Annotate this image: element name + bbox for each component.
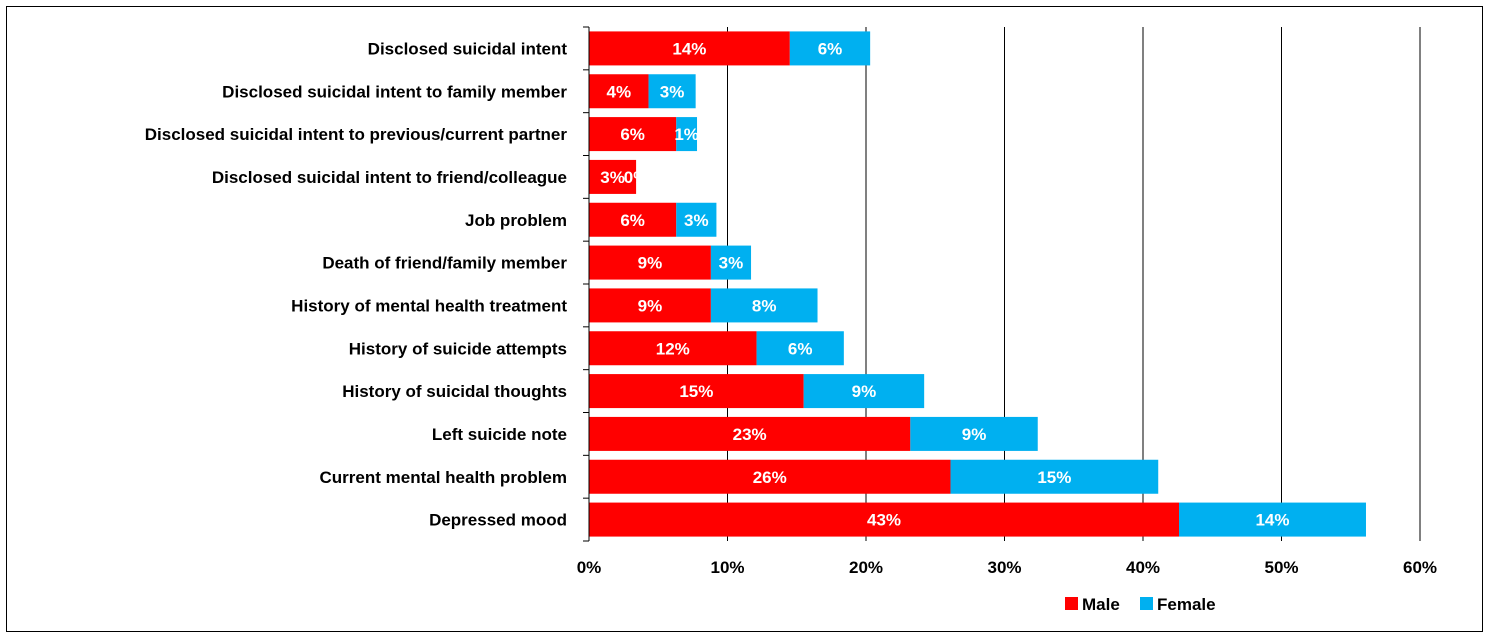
bar-label-female: 3% <box>684 211 709 230</box>
category-label: Current mental health problem <box>320 468 567 487</box>
bar-female <box>789 31 871 66</box>
bar-male <box>589 202 677 237</box>
category-label: History of suicidal thoughts <box>342 382 567 401</box>
bar-label-male: 9% <box>638 296 663 315</box>
bar-female <box>756 331 844 366</box>
category-label: Disclosed suicidal intent <box>368 39 568 58</box>
category-label: History of suicide attempts <box>349 339 567 358</box>
bar-label-female: 0% <box>624 168 649 187</box>
bar-label-male: 15% <box>679 382 713 401</box>
bar-male <box>589 31 790 66</box>
bar-female <box>950 459 1159 494</box>
category-label: Disclosed suicidal intent to previous/cu… <box>145 125 568 144</box>
axes: 0% 10% 20% 30% 40% 50% 60% <box>577 26 1437 577</box>
legend-label-female: Female <box>1157 595 1216 614</box>
chart-frame: 0% 10% 20% 30% 40% 50% 60% Disclosed suicidal … <box>6 6 1483 632</box>
x-tick-label: 20% <box>849 558 883 577</box>
legend-label-male: Male <box>1082 595 1120 614</box>
bar-male <box>589 502 1180 537</box>
bar-female <box>710 288 818 323</box>
x-tick-label: 50% <box>1264 558 1298 577</box>
bar-label-male: 6% <box>620 125 645 144</box>
bar-label-female: 6% <box>788 339 813 358</box>
bar-male <box>589 117 677 152</box>
x-tick-label: 0% <box>577 558 602 577</box>
bar-label-female: 14% <box>1255 511 1289 530</box>
category-label: Left suicide note <box>432 425 567 444</box>
category-label: Death of friend/family member <box>322 254 567 273</box>
bars <box>589 31 1366 537</box>
bar-female <box>910 416 1038 451</box>
x-tick-label: 30% <box>987 558 1021 577</box>
bar-label-male: 4% <box>606 82 631 101</box>
bar-label-male: 9% <box>638 254 663 273</box>
stacked-bar-chart: 0% 10% 20% 30% 40% 50% 60% Disclosed suicidal … <box>145 26 1437 614</box>
bar-label-male: 43% <box>867 511 901 530</box>
category-label: History of mental health treatment <box>291 296 567 315</box>
bar-label-male: 12% <box>656 339 690 358</box>
bar-female <box>803 374 925 409</box>
x-tick-label: 60% <box>1403 558 1437 577</box>
bar-label-female: 9% <box>852 382 877 401</box>
x-tick-label: 40% <box>1126 558 1160 577</box>
bar-label-male: 23% <box>733 425 767 444</box>
bar-label-female: 1% <box>674 125 699 144</box>
bar-label-male: 26% <box>753 468 787 487</box>
labels: Disclosed suicidal intent 14% 6% Disclosed … <box>145 39 1290 529</box>
bar-label-female: 3% <box>719 254 744 273</box>
bar-male <box>589 159 637 194</box>
bar-male <box>589 245 711 280</box>
legend-swatch-male <box>1065 597 1078 610</box>
bar-label-male: 6% <box>620 211 645 230</box>
bar-female <box>1179 502 1366 537</box>
bar-male <box>589 374 804 409</box>
bar-label-female: 15% <box>1037 468 1071 487</box>
bar-label-male: 3% <box>600 168 625 187</box>
bar-male <box>589 416 911 451</box>
bar-male <box>589 288 711 323</box>
category-label: Job problem <box>465 211 567 230</box>
legend-swatch-female <box>1140 597 1153 610</box>
category-label: Disclosed suicidal intent to friend/coll… <box>212 168 567 187</box>
x-tick-label: 10% <box>710 558 744 577</box>
bar-female <box>676 117 698 152</box>
category-label: Disclosed suicidal intent to family memb… <box>222 82 567 101</box>
bar-label-female: 8% <box>752 296 777 315</box>
bar-label-female: 3% <box>660 82 685 101</box>
gridlines <box>727 27 1421 541</box>
bar-female <box>676 202 717 237</box>
bar-male <box>589 74 649 109</box>
category-label: Depressed mood <box>429 511 567 530</box>
bar-male <box>589 331 757 366</box>
legend: Male Female <box>1065 595 1216 614</box>
bar-female <box>648 74 696 109</box>
bar-female <box>710 245 752 280</box>
bar-label-female: 9% <box>962 425 987 444</box>
bar-label-male: 14% <box>672 39 706 58</box>
bar-label-female: 6% <box>818 39 843 58</box>
bar-male <box>589 459 951 494</box>
